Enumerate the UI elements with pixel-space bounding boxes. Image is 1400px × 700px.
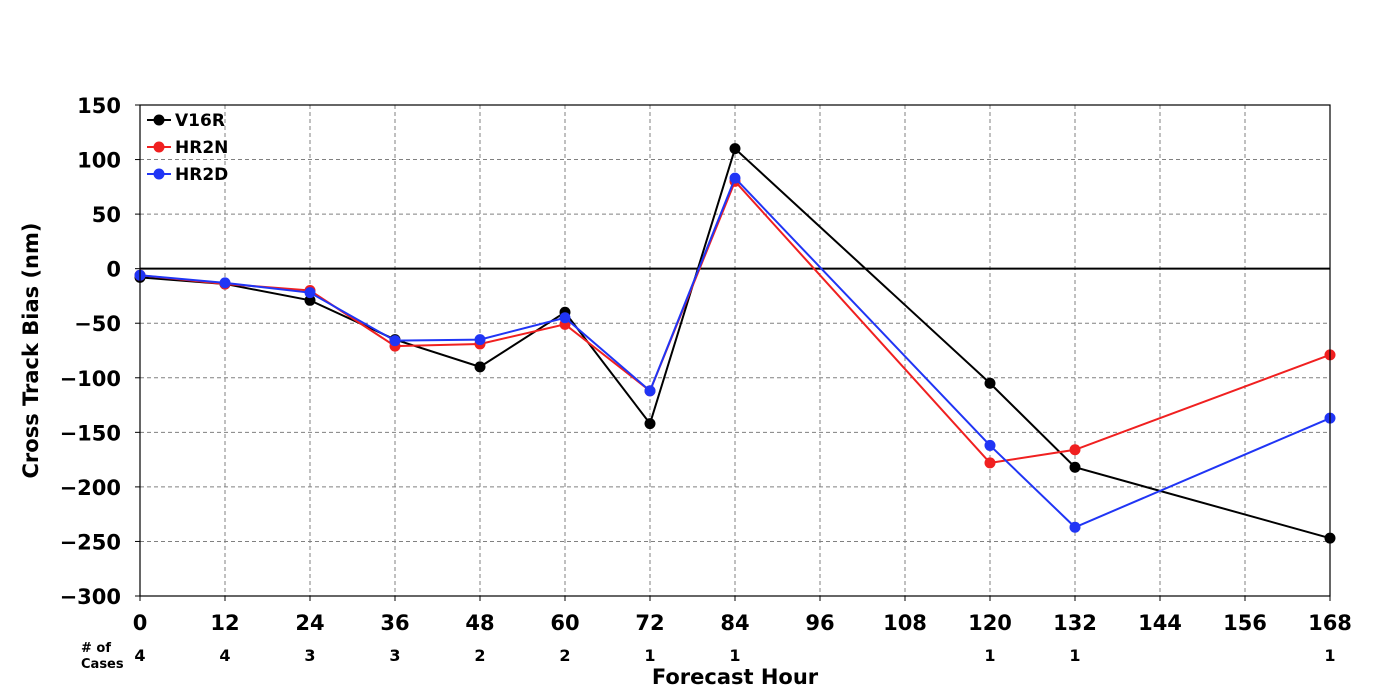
legend-entry-v16r: V16R [147,111,225,131]
x-tick-label: 144 [1138,611,1182,635]
x-tick-label: 12 [210,611,239,635]
cases-label-line2: Cases [81,657,124,672]
case-counts: 4 4 3 3 2 2 1 1 1 1 1 [134,646,1335,665]
data-point [729,143,741,155]
x-tick-label: 60 [550,611,579,635]
x-tick-label: 108 [883,611,927,635]
x-tick-label: 156 [1223,611,1267,635]
legend-marker [153,114,165,126]
cases-label-line1: # of [81,641,111,656]
grid [140,105,1330,596]
x-axis-title: Forecast Hour [652,665,819,689]
data-point [219,277,231,289]
y-tick-label: 50 [92,203,121,227]
case-count: 4 [134,646,145,665]
y-tick-label: −100 [60,367,121,391]
x-tick-label: 48 [465,611,494,635]
data-point [304,287,316,299]
x-axis-ticks: 0 12 24 36 48 60 72 84 96 108 120 132 144 156 168 [133,596,1352,635]
case-count: 3 [389,646,400,665]
data-point [644,385,656,397]
legend: V16R HR2N HR2D [147,111,228,185]
data-point [389,335,401,347]
y-tick-label: −250 [60,530,121,554]
legend-entry-hr2n: HR2N [147,138,228,158]
legend-marker [153,168,165,180]
legend-label: HR2N [175,138,228,158]
x-tick-label: 96 [805,611,834,635]
y-tick-label: −200 [60,476,121,500]
y-tick-label: 150 [77,94,121,118]
data-point [984,439,996,451]
case-count: 1 [729,646,740,665]
data-point [644,418,656,430]
case-count: 1 [984,646,995,665]
data-point [1069,461,1081,473]
x-tick-label: 132 [1053,611,1097,635]
case-count: 4 [219,646,230,665]
legend-label: V16R [175,111,225,131]
case-count: 1 [644,646,655,665]
case-count: 3 [304,646,315,665]
y-tick-label: −300 [60,585,121,609]
data-point [474,361,486,373]
data-point [474,334,486,346]
series-hr2d [134,172,1336,533]
data-point [559,312,571,324]
y-tick-label: 0 [106,258,121,282]
series-layer [134,143,1336,544]
legend-marker [153,141,165,153]
x-tick-label: 0 [133,611,148,635]
y-tick-label: −150 [60,421,121,445]
case-count: 2 [474,646,485,665]
y-axis-title: Cross Track Bias (nm) [19,223,43,479]
data-point [729,172,741,184]
data-point [1069,521,1081,533]
case-count: 1 [1069,646,1080,665]
data-point [304,294,316,306]
data-point [1069,444,1081,456]
y-tick-label: 100 [77,149,121,173]
x-tick-label: 120 [968,611,1012,635]
x-tick-label: 36 [380,611,409,635]
case-count: 1 [1324,646,1335,665]
x-tick-label: 24 [295,611,324,635]
x-tick-label: 84 [720,611,749,635]
data-point [984,377,996,389]
case-count: 2 [559,646,570,665]
data-point [984,457,996,469]
y-axis-ticks: −300 −250 −200 −150 −100 −50 0 50 100 150 [60,94,140,609]
legend-entry-hr2d: HR2D [147,165,228,185]
y-tick-label: −50 [74,312,121,336]
x-tick-label: 168 [1308,611,1352,635]
legend-label: HR2D [175,165,228,185]
x-tick-label: 72 [635,611,664,635]
